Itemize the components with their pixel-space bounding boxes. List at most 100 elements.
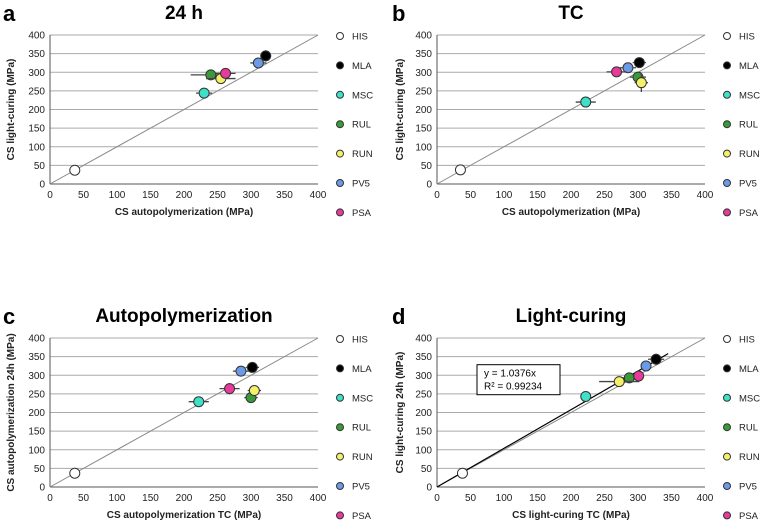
x-axis-label: CS autopolymerization (MPa): [502, 207, 640, 218]
legend-marker: [723, 61, 731, 70]
y-tick-label: 400: [415, 334, 432, 345]
panel-title: Light-curing: [516, 306, 627, 327]
x-tick-label: 250: [209, 190, 226, 201]
y-tick-label: 300: [415, 371, 432, 382]
legend-label: MLA: [739, 61, 759, 72]
legend-label: MSC: [352, 393, 373, 404]
data-point: [248, 385, 260, 397]
legend-label: HIS: [739, 32, 755, 43]
data-point: [260, 50, 272, 62]
y-tick-label: 0: [426, 180, 432, 191]
legend-marker: [336, 364, 344, 373]
point-MLA: [260, 50, 272, 62]
y-tick-label: 400: [28, 334, 45, 345]
x-tick-label: 200: [176, 190, 193, 201]
legend-marker: [336, 482, 344, 490]
point-PV5: [619, 62, 636, 74]
legend-label: MSC: [739, 393, 760, 404]
legend-marker: [336, 511, 344, 520]
data-point: [650, 353, 662, 365]
data-point: [224, 383, 236, 395]
legend-label: RUL: [352, 120, 371, 131]
x-tick-label: 300: [630, 493, 647, 504]
point-RUL: [190, 69, 231, 81]
y-tick-label: 0: [39, 483, 45, 494]
legend-marker: [336, 149, 344, 158]
point-HIS: [456, 467, 468, 479]
y-tick-label: 150: [28, 124, 45, 135]
legend-marker: [336, 61, 344, 70]
point-MSC: [196, 87, 213, 99]
y-tick-label: 250: [28, 86, 45, 97]
x-tick-label: 0: [47, 493, 53, 504]
data-point: [198, 87, 210, 99]
x-tick-label: 250: [596, 493, 613, 504]
y-tick-label: 300: [28, 68, 45, 79]
x-tick-label: 350: [276, 190, 293, 201]
y-tick-label: 100: [28, 142, 45, 153]
y-axis-label: CS light-curing (MPa): [395, 59, 406, 161]
y-tick-label: 300: [28, 371, 45, 382]
legend-marker: [336, 393, 344, 402]
legend-label: MLA: [352, 364, 372, 375]
legend-label: MLA: [739, 364, 759, 375]
trendline-r2: R² = 0.99234: [484, 382, 543, 393]
x-tick-label: 150: [142, 190, 159, 201]
x-tick-label: 400: [697, 493, 714, 504]
legend-marker: [723, 482, 731, 490]
y-tick-label: 400: [415, 31, 432, 42]
x-axis-label: CS autopolymerization (MPa): [115, 207, 253, 218]
y-tick-label: 50: [421, 464, 433, 475]
legend-label: RUL: [352, 423, 371, 434]
identity-line: [436, 337, 706, 488]
legend-marker: [723, 452, 731, 461]
y-tick-label: 100: [28, 445, 45, 456]
point-RUN: [634, 73, 649, 92]
legend-label: HIS: [739, 335, 755, 346]
x-axis-label: CS light-curing TC (MPa): [512, 510, 630, 521]
legend-marker: [723, 179, 731, 187]
x-tick-label: 350: [276, 493, 293, 504]
x-tick-label: 50: [78, 190, 90, 201]
point-PV5: [250, 57, 267, 69]
y-tick-label: 100: [415, 142, 432, 153]
legend-label: RUN: [352, 452, 373, 463]
data-point: [193, 396, 205, 408]
point-RUN: [247, 385, 262, 397]
x-tick-label: 150: [142, 493, 159, 504]
x-tick-label: 350: [663, 493, 680, 504]
data-point: [205, 69, 217, 81]
legend-label: HIS: [352, 32, 368, 43]
data-point: [235, 365, 247, 377]
legend-label: MSC: [739, 90, 760, 101]
data-point: [635, 77, 647, 89]
data-point: [633, 57, 645, 69]
legend-label: HIS: [352, 335, 368, 346]
point-PSA: [606, 66, 627, 78]
x-tick-label: 200: [563, 493, 580, 504]
point-MLA: [632, 57, 647, 69]
y-axis-label: CS light-curing (MPa): [6, 59, 17, 161]
data-point: [613, 376, 625, 388]
y-tick-label: 350: [28, 49, 45, 60]
y-tick-label: 250: [415, 389, 432, 400]
point-HIS: [454, 164, 466, 176]
point-PSA: [215, 67, 236, 79]
legend-marker: [723, 32, 731, 40]
data-point: [633, 370, 645, 382]
legend-label: PV5: [352, 482, 370, 493]
legend-label: PV5: [739, 482, 757, 493]
legend-marker: [336, 179, 344, 187]
point-MSC: [580, 390, 592, 402]
x-tick-label: 250: [209, 493, 226, 504]
legend-marker: [336, 208, 344, 217]
legend-label: MLA: [352, 61, 372, 72]
legend-marker: [336, 120, 344, 129]
panel-d: 00 50 50 100 100 150 150 200 200 250 250 300 300 350 3…: [392, 304, 760, 522]
x-tick-label: 50: [465, 493, 477, 504]
point-MSC: [188, 396, 209, 408]
y-tick-label: 200: [28, 408, 45, 419]
y-axis-label: CS light-curing 24h (MPa): [395, 352, 406, 474]
panel-a: 00 50 50 100 100 150 150 200 200 250 250 300 300 350 3…: [3, 1, 373, 219]
